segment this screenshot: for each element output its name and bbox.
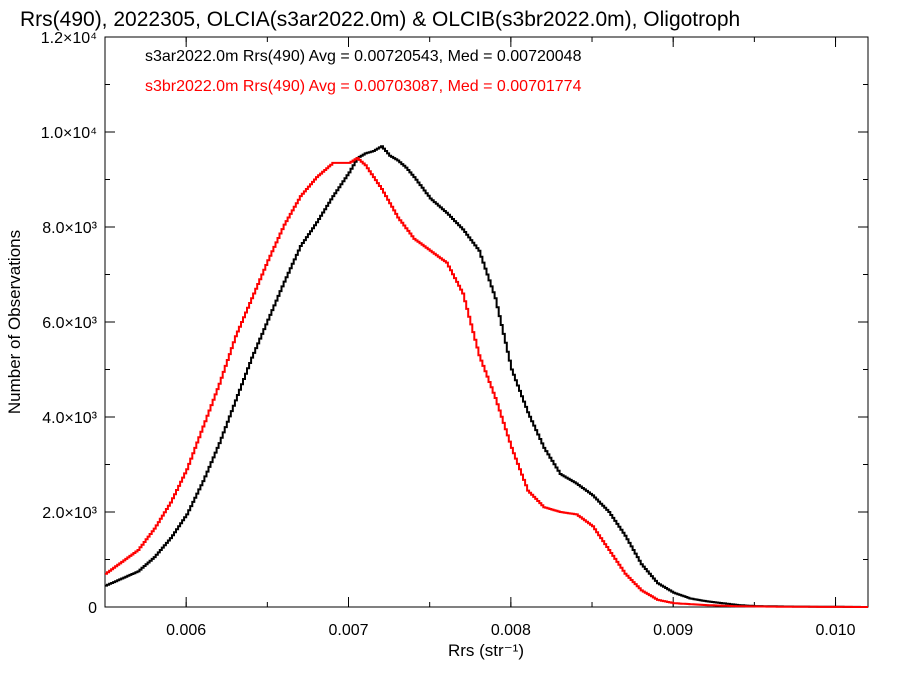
y-tick-label: 0: [88, 600, 97, 617]
y-axis-label: Number of Observations: [5, 230, 24, 414]
chart-title: Rrs(490), 2022305, OLCIA(s3ar2022.0m) & …: [20, 8, 740, 31]
y-tick-label: 1.0×10⁴: [41, 125, 97, 142]
y-tick-label: 4.0×10³: [42, 410, 97, 427]
plot-frame: [104, 36, 869, 608]
x-tick-label: 0.008: [491, 622, 531, 639]
y-tick-label: 2.0×10³: [42, 505, 97, 522]
x-tick-label: 0.006: [166, 622, 206, 639]
legend-entry-s3br: s3br2022.0m Rrs(490) Avg = 0.00703087, M…: [145, 78, 582, 95]
x-tick-label: 0.010: [816, 622, 856, 639]
legend: s3ar2022.0m Rrs(490) Avg = 0.00720543, M…: [145, 48, 582, 95]
x-axis-ticks: 0.006 0.007 0.008 0.009 0.010: [104, 37, 856, 639]
series-line-s3br: [105, 157, 868, 608]
y-tick-label: 1.2×10⁴: [41, 30, 97, 47]
x-axis-label: Rrs (str⁻¹): [448, 641, 524, 660]
x-tick-label: 0.007: [328, 622, 368, 639]
y-tick-label: 8.0×10³: [42, 220, 97, 237]
series-line-s3ar: [105, 145, 868, 608]
x-tick-label: 0.009: [653, 622, 693, 639]
y-tick-label: 6.0×10³: [42, 315, 97, 332]
series-lines: [105, 145, 868, 608]
y-axis-ticks: 0 2.0×10³ 4.0×10³ 6.0×10³ 8.0×10³ 1.0×10⁴ 1.2×…: [41, 30, 868, 617]
legend-entry-s3ar: s3ar2022.0m Rrs(490) Avg = 0.00720543, M…: [145, 48, 582, 65]
